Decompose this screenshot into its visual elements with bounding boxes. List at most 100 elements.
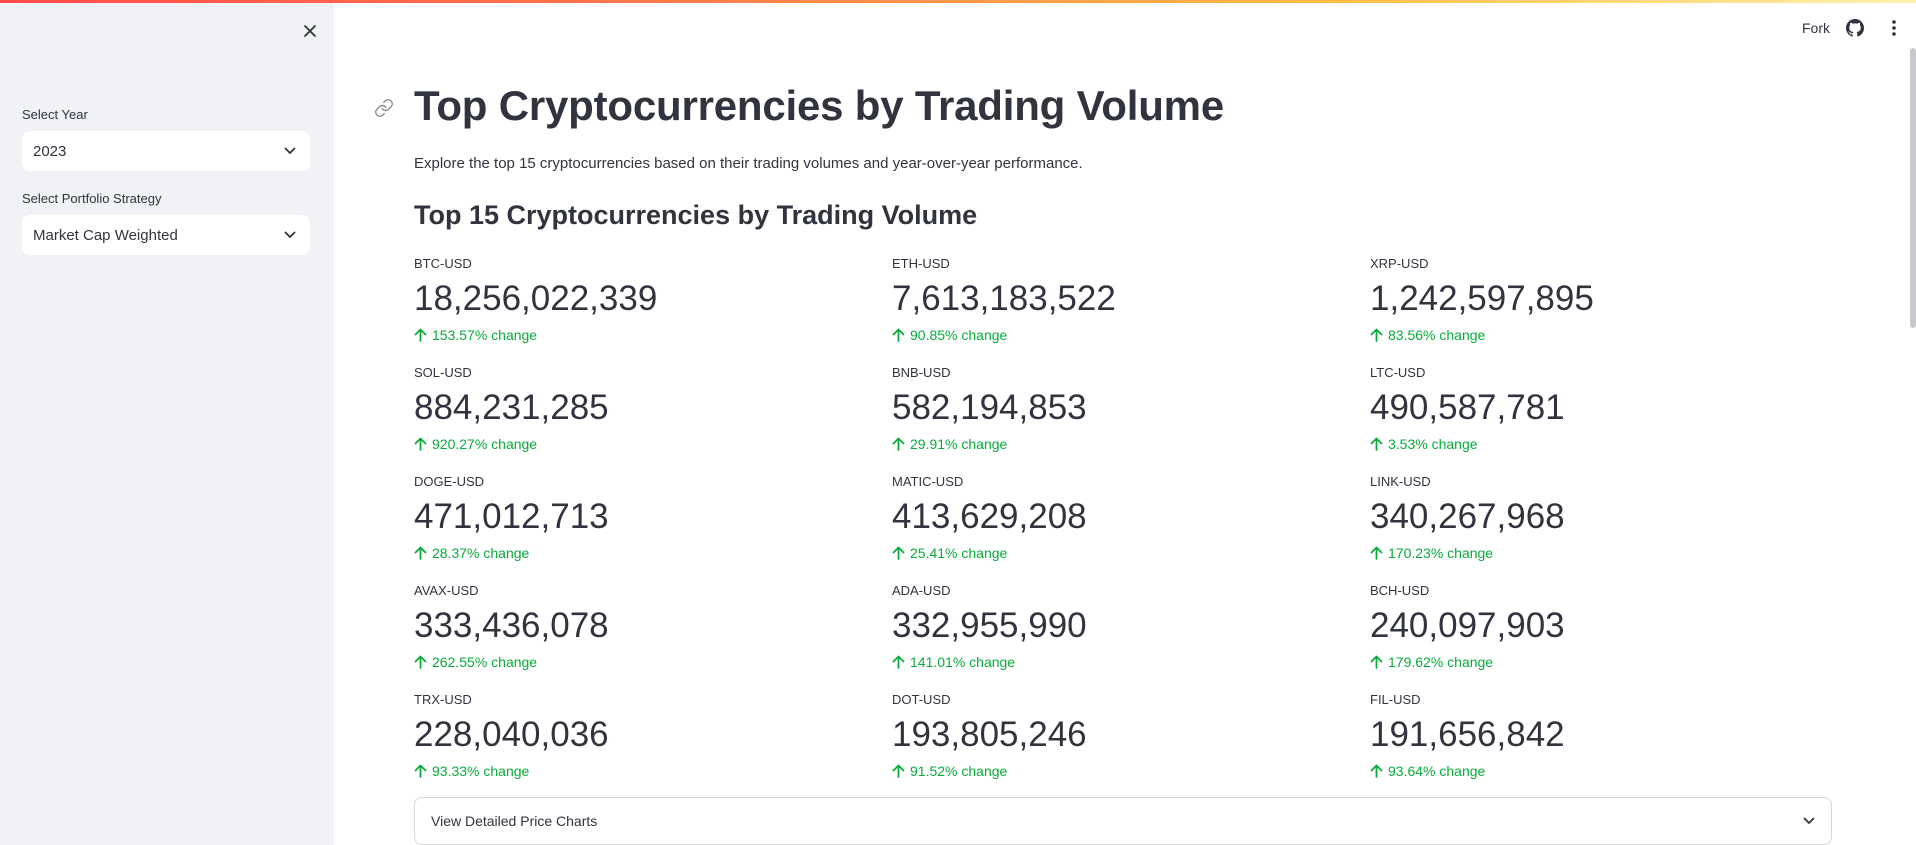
metric-value: 340,267,968 — [1370, 497, 1565, 536]
metric-value: 413,629,208 — [892, 497, 1087, 536]
metric-delta-text: 25.41% change — [910, 545, 1008, 561]
metric-delta: 153.57% change — [414, 325, 874, 345]
page-subtitle: Explore the top 15 cryptocurrencies base… — [414, 155, 1083, 172]
arrow-up-icon — [892, 328, 905, 342]
link-icon[interactable] — [374, 98, 398, 122]
arrow-up-icon — [414, 655, 427, 669]
metric-label: XRP-USD — [1370, 256, 1429, 271]
metric-label: DOGE-USD — [414, 474, 485, 489]
metric-card: BTC-USD 18,256,022,339 153.57% change — [414, 256, 874, 345]
year-label: Select Year — [22, 107, 88, 122]
metric-card: ADA-USD 332,955,990 141.01% change — [892, 583, 1352, 672]
metric-delta: 28.37% change — [414, 543, 874, 563]
fork-link[interactable]: Fork — [1802, 20, 1830, 36]
metric-delta-text: 153.57% change — [432, 327, 538, 343]
arrow-up-icon — [892, 655, 905, 669]
metric-card: SOL-USD 884,231,285 920.27% change — [414, 365, 874, 454]
metric-delta-text: 170.23% change — [1388, 545, 1494, 561]
metric-delta: 920.27% change — [414, 434, 874, 454]
section-title: Top 15 Cryptocurrencies by Trading Volum… — [414, 200, 978, 230]
metric-delta: 141.01% change — [892, 652, 1352, 672]
metric-label: DOT-USD — [892, 692, 951, 707]
metric-delta-text: 920.27% change — [432, 436, 538, 452]
metric-delta: 262.55% change — [414, 652, 874, 672]
strategy-select[interactable]: Market Cap Weighted — [22, 215, 310, 255]
metric-delta: 25.41% change — [892, 543, 1352, 563]
metric-card: FIL-USD 191,656,842 93.64% change — [1370, 692, 1830, 781]
metric-delta-text: 3.53% change — [1388, 436, 1478, 452]
metric-card: ETH-USD 7,613,183,522 90.85% change — [892, 256, 1352, 345]
arrow-up-icon — [892, 546, 905, 560]
metric-label: ADA-USD — [892, 583, 951, 598]
year-field: Select Year 2023 — [22, 107, 310, 171]
metric-delta-text: 93.33% change — [432, 763, 530, 779]
header-actions: Fork — [1802, 14, 1916, 42]
arrow-up-icon — [1370, 655, 1383, 669]
metric-label: SOL-USD — [414, 365, 472, 380]
top-decoration-bar — [0, 0, 1916, 3]
metric-delta-text: 93.64% change — [1388, 763, 1486, 779]
close-sidebar-button[interactable] — [296, 17, 324, 45]
strategy-label: Select Portfolio Strategy — [22, 191, 162, 206]
metric-value: 582,194,853 — [892, 388, 1087, 427]
metric-label: FIL-USD — [1370, 692, 1421, 707]
arrow-up-icon — [1370, 546, 1383, 560]
metric-card: BNB-USD 582,194,853 29.91% change — [892, 365, 1352, 454]
metric-card: DOGE-USD 471,012,713 28.37% change — [414, 474, 874, 563]
kebab-menu-icon[interactable] — [1884, 17, 1904, 39]
metric-delta-text: 29.91% change — [910, 436, 1008, 452]
metric-label: LINK-USD — [1370, 474, 1431, 489]
metric-label: ETH-USD — [892, 256, 950, 271]
price-charts-expander[interactable]: View Detailed Price Charts — [414, 797, 1832, 845]
metric-value: 240,097,903 — [1370, 606, 1565, 645]
metric-delta: 179.62% change — [1370, 652, 1830, 672]
metric-label: TRX-USD — [414, 692, 472, 707]
metric-delta: 3.53% change — [1370, 434, 1830, 454]
metric-label: LTC-USD — [1370, 365, 1426, 380]
year-select[interactable]: 2023 — [22, 131, 310, 171]
metric-label: MATIC-USD — [892, 474, 964, 489]
metric-value: 471,012,713 — [414, 497, 609, 536]
arrow-up-icon — [414, 764, 427, 778]
metric-label: BCH-USD — [1370, 583, 1430, 598]
metric-delta: 83.56% change — [1370, 325, 1830, 345]
chevron-down-icon — [282, 227, 298, 243]
metric-delta: 91.52% change — [892, 761, 1352, 781]
arrow-up-icon — [1370, 328, 1383, 342]
year-select-value: 2023 — [33, 142, 67, 160]
metric-card: DOT-USD 193,805,246 91.52% change — [892, 692, 1352, 781]
metric-delta-text: 28.37% change — [432, 545, 530, 561]
metric-label: BTC-USD — [414, 256, 472, 271]
metric-value: 193,805,246 — [892, 715, 1087, 754]
metric-label: AVAX-USD — [414, 583, 479, 598]
arrow-up-icon — [892, 437, 905, 451]
metric-card: LINK-USD 340,267,968 170.23% change — [1370, 474, 1830, 563]
arrow-up-icon — [414, 328, 427, 342]
metric-value: 490,587,781 — [1370, 388, 1565, 427]
github-icon[interactable] — [1846, 18, 1866, 38]
metric-value: 228,040,036 — [414, 715, 609, 754]
metric-delta-text: 83.56% change — [1388, 327, 1486, 343]
metric-card: XRP-USD 1,242,597,895 83.56% change — [1370, 256, 1830, 345]
metric-delta: 90.85% change — [892, 325, 1352, 345]
chevron-down-icon — [1803, 812, 1815, 830]
metric-value: 333,436,078 — [414, 606, 609, 645]
metric-delta-text: 179.62% change — [1388, 654, 1494, 670]
metric-value: 332,955,990 — [892, 606, 1087, 645]
close-icon — [304, 25, 316, 37]
metric-label: BNB-USD — [892, 365, 951, 380]
metric-delta: 170.23% change — [1370, 543, 1830, 563]
metric-value: 884,231,285 — [414, 388, 609, 427]
metric-value: 191,656,842 — [1370, 715, 1565, 754]
metric-card: LTC-USD 490,587,781 3.53% change — [1370, 365, 1830, 454]
metric-card: AVAX-USD 333,436,078 262.55% change — [414, 583, 874, 672]
metric-value: 7,613,183,522 — [892, 279, 1116, 318]
metric-delta-text: 91.52% change — [910, 763, 1008, 779]
page-scrollbar[interactable] — [1910, 48, 1916, 328]
arrow-up-icon — [892, 764, 905, 778]
metric-card: BCH-USD 240,097,903 179.62% change — [1370, 583, 1830, 672]
expander-label: View Detailed Price Charts — [431, 813, 598, 829]
page-title: Top Cryptocurrencies by Trading Volume — [414, 82, 1224, 129]
arrow-up-icon — [414, 437, 427, 451]
metric-card: MATIC-USD 413,629,208 25.41% change — [892, 474, 1352, 563]
